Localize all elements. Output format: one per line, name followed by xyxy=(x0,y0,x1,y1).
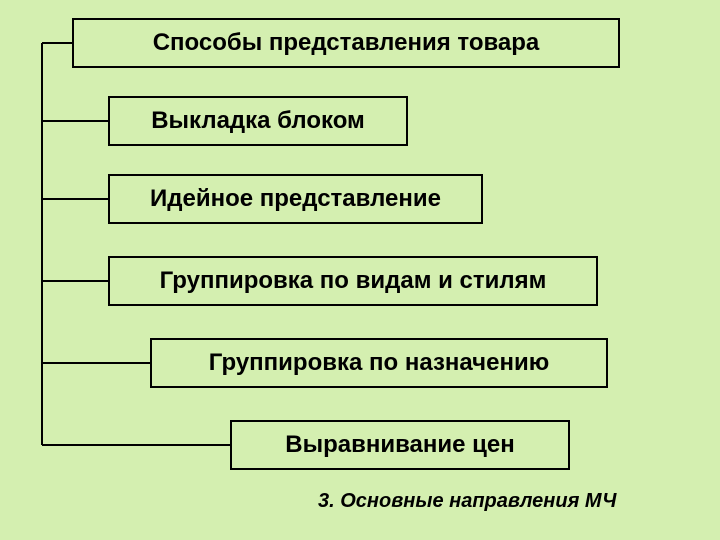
child-label-0: Выкладка блоком xyxy=(151,107,365,135)
child-label-4: Выравнивание цен xyxy=(285,431,515,459)
child-box-1: Идейное представление xyxy=(108,174,483,224)
child-box-2: Группировка по видам и стилям xyxy=(108,256,598,306)
child-box-0: Выкладка блоком xyxy=(108,96,408,146)
child-box-3: Группировка по назначению xyxy=(150,338,608,388)
footer-label: 3. Основные направления МЧ xyxy=(318,490,616,512)
root-label: Способы представления товара xyxy=(153,29,540,57)
footer-text: 3. Основные направления МЧ xyxy=(318,490,616,513)
child-label-2: Группировка по видам и стилям xyxy=(160,267,547,295)
child-box-4: Выравнивание цен xyxy=(230,420,570,470)
root-box: Способы представления товара xyxy=(72,18,620,68)
child-label-1: Идейное представление xyxy=(150,185,441,213)
child-label-3: Группировка по назначению xyxy=(209,349,549,377)
